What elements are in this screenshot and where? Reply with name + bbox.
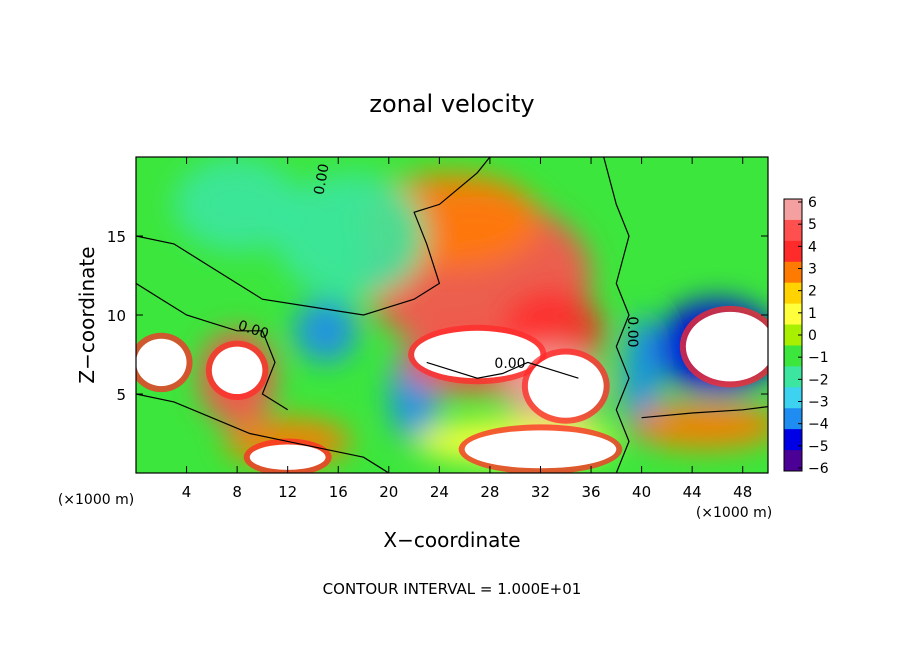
colorbar-swatch <box>784 282 802 305</box>
x-tick-label: 24 <box>430 483 449 501</box>
colorbar-swatch <box>784 219 802 242</box>
colorbar-swatch <box>784 199 802 221</box>
contour-line <box>136 282 289 411</box>
field-region <box>275 172 427 300</box>
saturated-region <box>211 346 263 394</box>
y-tick-label: 5 <box>116 386 126 404</box>
saturated-region <box>464 430 617 469</box>
x-tick-label: 16 <box>329 483 348 501</box>
colorbar-tick-label: −1 <box>808 350 829 366</box>
x-axis: 4 8 12 16 20 24 28 32 36 40 44 48 <box>182 157 752 501</box>
y-axis-label: Z−coordinate <box>75 246 99 383</box>
x-tick-label: 28 <box>480 483 499 501</box>
field-region <box>628 401 768 450</box>
contour-label: 0.00 <box>311 163 332 196</box>
contour-label: 0.00 <box>624 316 640 347</box>
x-axis-label: X−coordinate <box>383 528 520 552</box>
x-tick-label: 44 <box>683 483 702 501</box>
saturated-region <box>527 354 604 418</box>
colorbar-tick-label: 2 <box>808 284 817 300</box>
colorbar-tick-label: 5 <box>808 217 817 233</box>
colorbar-swatch <box>784 324 802 346</box>
contour-label: 0.00 <box>494 356 525 372</box>
x-tick-label: 48 <box>733 483 752 501</box>
x-axis-units-left: (×1000 m) <box>58 492 134 508</box>
field-region <box>294 299 358 363</box>
field-region <box>173 157 301 252</box>
x-tick-label: 12 <box>278 483 297 501</box>
colorbar-swatch <box>784 240 802 263</box>
contour-line <box>136 393 390 473</box>
colorbar-tick-label: 4 <box>808 239 817 255</box>
colorbar-swatch <box>784 450 802 472</box>
colorbar-swatch <box>784 366 802 388</box>
chart-title: zonal velocity <box>369 90 534 118</box>
colorbar-tick-label: −2 <box>808 372 829 388</box>
contour-line <box>641 406 768 419</box>
x-tick-label: 40 <box>632 483 651 501</box>
colorbar-tick-label: 0 <box>808 328 817 344</box>
colorbar-tick-label: 6 <box>808 195 817 211</box>
colorbar-tick-label: −3 <box>808 395 829 411</box>
saturated-region <box>136 338 187 387</box>
colorbar-swatch <box>784 303 802 326</box>
colorbar: 6 5 4 3 2 1 0 −1 −2 −3 −4 −5 −6 <box>783 195 829 477</box>
x-tick-label: 4 <box>182 483 192 501</box>
colorbar-swatch <box>784 261 802 284</box>
colorbar-tick-label: 3 <box>808 262 817 278</box>
contour-line <box>136 157 491 316</box>
x-tick-label: 20 <box>379 483 398 501</box>
colorbar-swatch <box>784 345 802 367</box>
y-axis: 5 10 15 <box>107 228 768 404</box>
colorbar-swatch <box>784 387 802 409</box>
x-axis-units-right: (×1000 m) <box>696 505 772 521</box>
colorbar-tick-label: −5 <box>808 439 829 455</box>
contour-interval-note: CONTOUR INTERVAL = 1.000E+01 <box>323 580 582 598</box>
y-tick-label: 10 <box>107 307 126 325</box>
contour-line <box>603 157 630 473</box>
x-tick-label: 36 <box>581 483 600 501</box>
colorbar-swatch <box>784 429 802 451</box>
velocity-field <box>136 157 768 473</box>
saturated-region <box>414 330 541 379</box>
colorbar-tick-label: −6 <box>808 461 829 477</box>
x-tick-label: 32 <box>531 483 550 501</box>
contour-lines <box>136 157 768 473</box>
y-tick-label: 15 <box>107 228 126 246</box>
saturated-region <box>685 311 768 382</box>
x-tick-label: 8 <box>232 483 242 501</box>
plot-area: 0.00 0.00 0.00 0.00 4 8 12 16 20 24 28 32 36 40 44… <box>107 156 769 501</box>
colorbar-tick-label: −4 <box>808 417 829 433</box>
contour-line <box>426 361 579 379</box>
colorbar-swatch <box>784 408 802 430</box>
saturated-region <box>249 444 326 470</box>
colorbar-tick-label: 1 <box>808 306 817 322</box>
